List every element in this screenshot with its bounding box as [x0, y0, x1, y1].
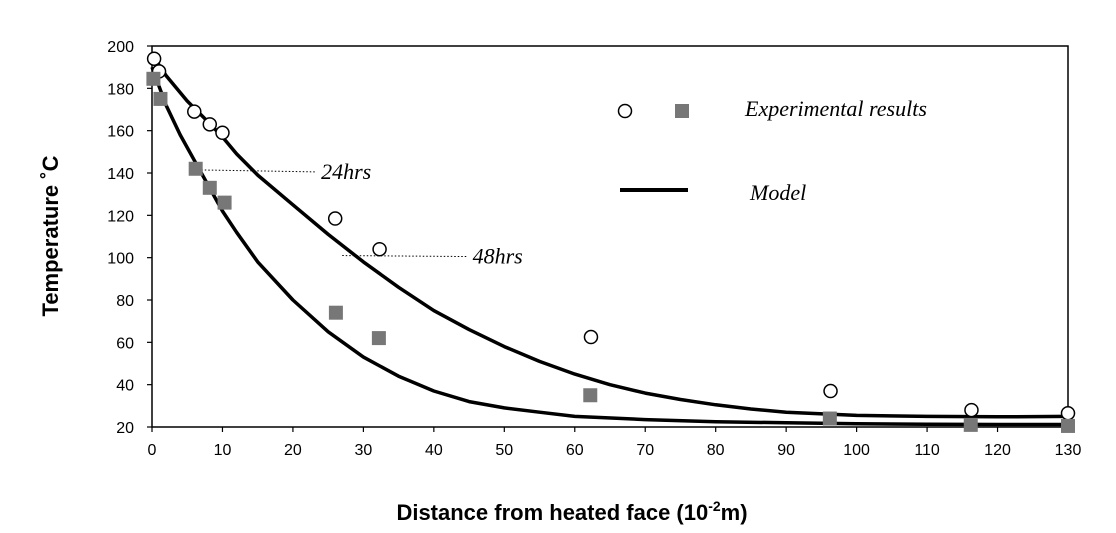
y-tick-label: 160: [107, 124, 134, 141]
experimental-point-24hrs: [188, 161, 203, 176]
experimental-point-24hrs: [217, 195, 232, 210]
experimental-point-24hrs: [153, 91, 168, 106]
annotation-leader-48hrs: [342, 255, 467, 258]
y-tick-label: 20: [116, 420, 134, 437]
x-tick-label: 0: [148, 442, 157, 459]
x-axis-label-main: Distance from heated face (10: [396, 500, 708, 525]
y-tick-label: 140: [107, 166, 134, 183]
annotation-label-24hrs: 24hrs: [321, 159, 371, 184]
y-tick-label: 200: [107, 39, 134, 56]
experimental-point-48hrs: [202, 117, 218, 132]
x-tick-label: 40: [425, 442, 443, 459]
plot-area-frame: [151, 45, 1069, 428]
x-tick-label: 80: [707, 442, 725, 459]
x-tick-label: 10: [214, 442, 232, 459]
x-axis-label: Distance from heated face (10-2m): [396, 498, 747, 525]
x-tick-label: 20: [284, 442, 302, 459]
experimental-point-48hrs: [372, 241, 387, 257]
x-axis-label-superscript: -2: [708, 498, 721, 514]
model-line-24hrs: [150, 66, 1068, 427]
x-tick-label: 120: [984, 442, 1011, 459]
experimental-point-24hrs: [583, 388, 598, 403]
x-tick-label: 30: [354, 442, 372, 459]
experimental-point-48hrs: [327, 211, 343, 226]
annotation-label-48hrs: 48hrs: [473, 244, 523, 269]
y-tick-label: 100: [107, 251, 134, 268]
experimental-point-48hrs: [1060, 405, 1076, 421]
experimental-point-24hrs: [963, 417, 978, 432]
x-tick-label: 60: [566, 442, 584, 459]
y-axis-label: Temperature ˚C: [38, 155, 63, 316]
experimental-point-48hrs: [583, 329, 599, 345]
model-line-48hrs: [150, 53, 1069, 419]
x-tick-label: 50: [495, 442, 513, 459]
experimental-point-48hrs: [964, 402, 979, 418]
experimental-point-24hrs: [328, 305, 343, 320]
experimental-point-24hrs: [822, 411, 837, 426]
y-tick-label: 60: [116, 335, 134, 352]
legend-experimental-label: Experimental results: [744, 96, 927, 121]
experimental-point-48hrs: [823, 383, 838, 399]
x-tick-label: 130: [1055, 442, 1082, 459]
x-axis-label-unit: m): [721, 500, 748, 525]
legend-model-label: Model: [749, 180, 806, 205]
legend-open-circle-marker: [617, 103, 633, 119]
annotation-leader-24hrs: [194, 169, 316, 173]
experimental-point-48hrs: [146, 51, 162, 66]
experimental-point-24hrs: [371, 331, 386, 346]
experimental-point-24hrs: [202, 180, 217, 195]
experimental-point-24hrs: [146, 71, 161, 86]
x-tick-label: 100: [843, 442, 870, 459]
x-tick-label: 90: [777, 442, 795, 459]
y-tick-label: 80: [116, 293, 134, 310]
experimental-point-48hrs: [215, 125, 230, 141]
x-tick-label: 110: [914, 442, 940, 459]
y-tick-label: 40: [116, 378, 134, 395]
y-tick-label: 180: [107, 81, 134, 98]
x-tick-label: 70: [636, 442, 654, 459]
y-tick-label: 120: [107, 208, 134, 225]
experimental-point-48hrs: [187, 104, 202, 119]
experimental-point-24hrs: [1061, 418, 1075, 433]
legend-gray-square-marker: [675, 104, 689, 118]
